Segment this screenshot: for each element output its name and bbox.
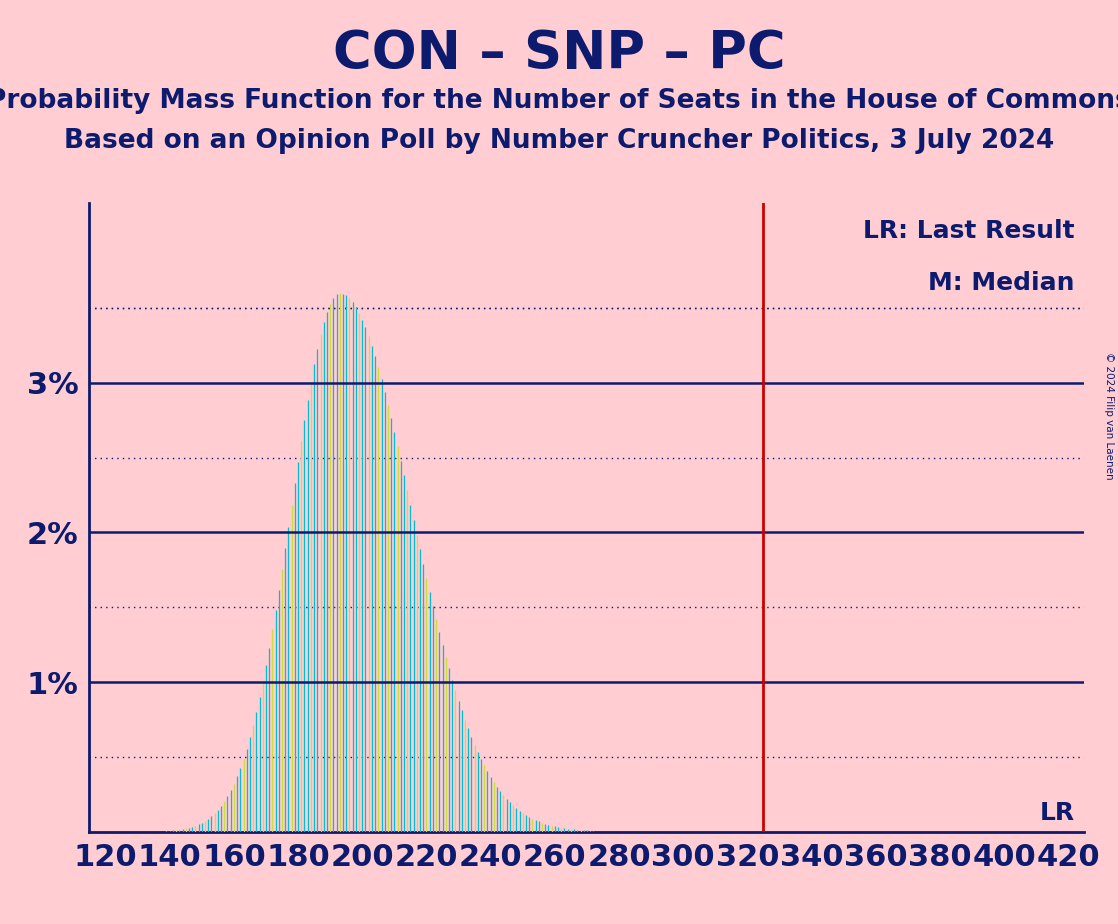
Text: Based on an Opinion Poll by Number Cruncher Politics, 3 July 2024: Based on an Opinion Poll by Number Crunc… bbox=[64, 128, 1054, 153]
Text: LR: LR bbox=[1040, 801, 1074, 825]
Text: Probability Mass Function for the Number of Seats in the House of Commons: Probability Mass Function for the Number… bbox=[0, 88, 1118, 114]
Text: © 2024 Filip van Laenen: © 2024 Filip van Laenen bbox=[1105, 352, 1114, 480]
Text: CON – SNP – PC: CON – SNP – PC bbox=[333, 28, 785, 79]
Text: M: Median: M: Median bbox=[928, 272, 1074, 296]
Text: LR: Last Result: LR: Last Result bbox=[863, 219, 1074, 243]
